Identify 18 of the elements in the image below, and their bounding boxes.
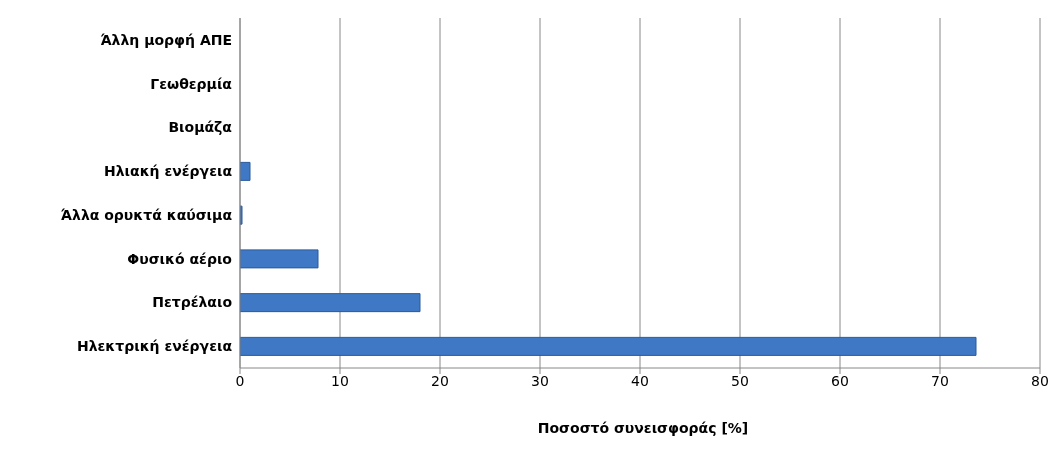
x-tick-label: 60 xyxy=(831,372,849,389)
y-tick-label: Πετρέλαιο xyxy=(152,294,233,311)
y-tick-label: Άλλα ορυκτά καύσιμα xyxy=(60,206,233,223)
x-tick-label: 30 xyxy=(531,372,549,389)
x-tick-label: 40 xyxy=(631,372,649,389)
y-tick-label: Ηλιακή ενέργεια xyxy=(104,163,233,180)
y-tick-label: Άλλη μορφή ΑΠΕ xyxy=(100,31,232,48)
y-tick-label: Φυσικό αέριο xyxy=(127,250,233,267)
x-tick-label: 20 xyxy=(431,372,449,389)
x-tick-label: 10 xyxy=(331,372,349,389)
y-tick-label: Γεωθερμία xyxy=(150,75,233,92)
x-tick-label: 70 xyxy=(931,372,949,389)
x-tick-label: 0 xyxy=(235,372,245,389)
y-tick-label: Βιομάζα xyxy=(168,119,233,136)
x-axis-title: Ποσοστό συνεισφοράς [%] xyxy=(536,420,750,436)
y-tick-label: Ηλεκτρική ενέργεια xyxy=(76,338,233,355)
x-tick-label: 50 xyxy=(731,372,749,389)
x-tick-label: 80 xyxy=(1031,372,1049,389)
